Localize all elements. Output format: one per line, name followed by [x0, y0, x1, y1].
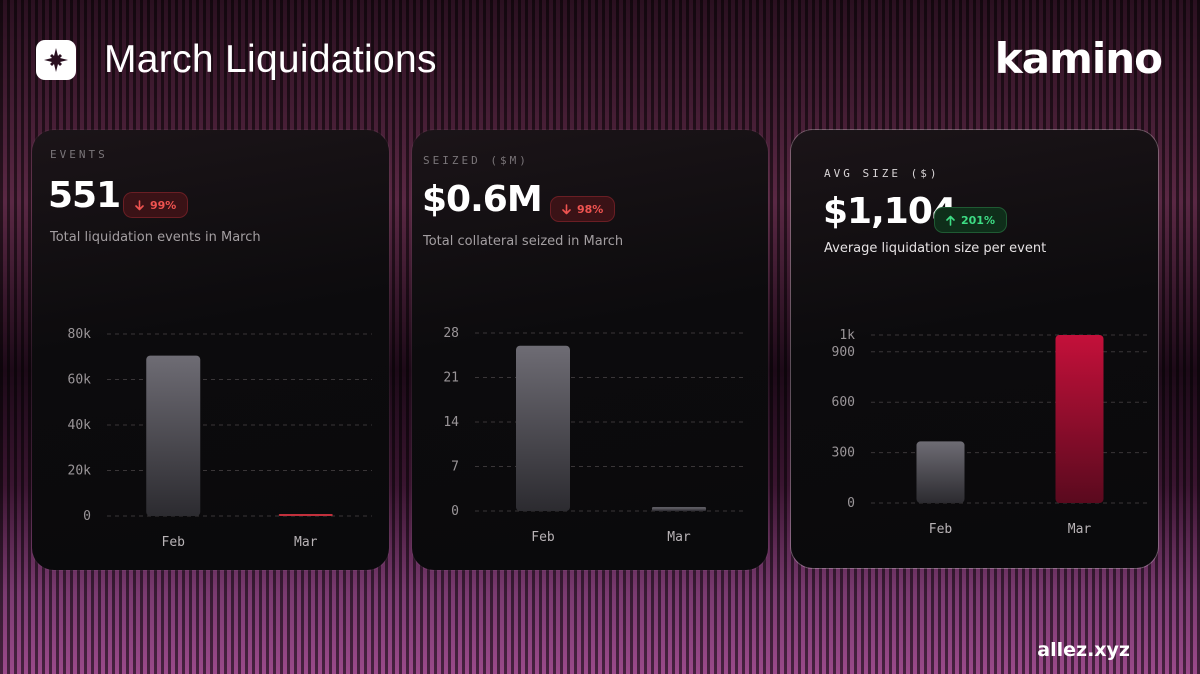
y-tick-label: 28	[443, 326, 459, 341]
avg-size-chart: 0 300 600 900 1k Feb Mar	[832, 328, 1149, 537]
metric-value: 551	[48, 175, 121, 216]
bar-mar	[652, 507, 706, 511]
bar-feb	[916, 441, 965, 503]
x-category-label: Mar	[667, 530, 691, 545]
y-tick-label: 1k	[839, 328, 855, 343]
bar-feb	[516, 345, 570, 511]
footer-brand: allez.xyz	[1037, 639, 1130, 661]
y-tick-label: 21	[443, 371, 459, 386]
y-tick-label: 300	[832, 446, 855, 461]
seized-card: SEIZED ($M) $0.6M 98% Total collateral s…	[412, 130, 768, 570]
y-tick-label: 40k	[68, 418, 92, 433]
change-badge: 201%	[934, 207, 1007, 233]
y-tick-label: 14	[443, 415, 459, 430]
y-tick-label: 80k	[68, 327, 92, 342]
y-tick-label: 20k	[68, 464, 92, 479]
bar-mar	[278, 514, 333, 516]
events-chart: 0 20k 40k 60k 80k Feb Mar	[68, 327, 372, 550]
card-label: EVENTS	[50, 148, 108, 161]
y-tick-label: 900	[832, 345, 855, 360]
bar-mar	[1055, 335, 1104, 503]
page-title: March Liquidations	[104, 38, 437, 81]
metric-value: $0.6M	[422, 179, 543, 220]
change-badge-text: 201%	[961, 213, 995, 227]
y-tick-label: 0	[83, 509, 91, 524]
arrow-up-icon	[946, 215, 955, 226]
y-tick-label: 600	[832, 395, 855, 410]
card-label: AVG SIZE ($)	[824, 167, 940, 180]
events-card: EVENTS 551 99% Total liquidation events …	[32, 130, 389, 570]
change-badge: 99%	[123, 192, 189, 218]
metric-subtitle: Total liquidation events in March	[50, 230, 261, 245]
y-tick-label: 0	[847, 496, 855, 511]
metric-subtitle: Total collateral seized in March	[423, 234, 624, 249]
x-category-label: Feb	[162, 535, 186, 550]
change-badge: 98%	[550, 196, 616, 222]
avg-size-card: AVG SIZE ($) $1,104 201% Average liquida…	[791, 130, 1158, 568]
card-label: SEIZED ($M)	[423, 154, 529, 167]
metric-subtitle: Average liquidation size per event	[824, 241, 1047, 256]
x-category-label: Feb	[531, 530, 555, 545]
bar-feb	[146, 355, 201, 516]
x-category-label: Feb	[929, 522, 953, 537]
brand-logo: kamino	[994, 34, 1163, 83]
app-logo-icon	[36, 40, 76, 80]
x-category-label: Mar	[294, 535, 318, 550]
change-badge-text: 98%	[577, 202, 604, 216]
arrow-down-icon	[562, 203, 571, 215]
seized-chart: 0 7 14 21 28 Feb Mar	[443, 326, 747, 545]
y-tick-label: 7	[451, 460, 459, 475]
x-category-label: Mar	[1068, 522, 1092, 537]
y-tick-label: 60k	[68, 373, 92, 388]
change-badge-text: 99%	[150, 198, 177, 212]
arrow-down-icon	[135, 199, 144, 211]
y-tick-label: 0	[451, 504, 459, 519]
